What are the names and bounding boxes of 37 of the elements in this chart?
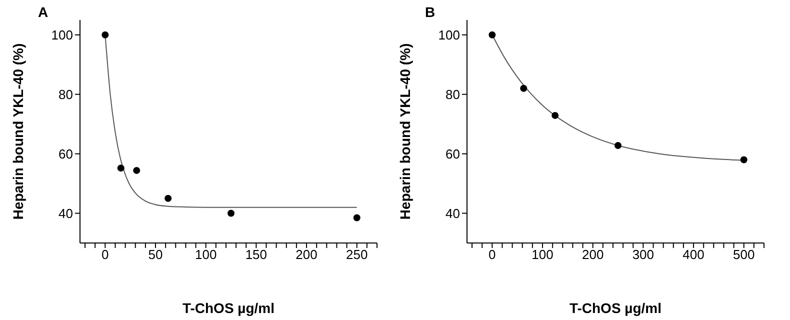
y-tick-label: 80 (446, 86, 460, 102)
y-tick-label: 40 (58, 206, 73, 221)
x-tick-label: 50 (148, 247, 163, 262)
chart-title: B (425, 4, 436, 20)
x-tick-label: 500 (733, 247, 755, 262)
y-axis-title: Heparin bound YKL-40 (%) (10, 43, 26, 220)
point (164, 194, 172, 202)
x-tick-label: 0 (488, 247, 496, 262)
x-tick-label: 300 (632, 247, 654, 262)
x-tick-label: 100 (532, 247, 554, 262)
point (102, 31, 109, 38)
x-tick-label: 250 (346, 247, 368, 262)
point (552, 112, 559, 119)
y-tick-label: 100 (51, 27, 73, 42)
point (614, 142, 622, 149)
x-tick-label: 0 (102, 247, 109, 262)
point (488, 31, 496, 38)
y-tick-label: 60 (58, 146, 73, 162)
x-tick-label: 400 (682, 247, 704, 262)
x-tick-label: 200 (296, 247, 318, 262)
point (353, 214, 360, 222)
point (133, 166, 140, 174)
chart-title: A (38, 4, 48, 20)
x-axis-title: T-ChOS µg/ml (569, 300, 662, 316)
x-tick-label: 200 (582, 247, 604, 262)
x-tick-label: 100 (194, 247, 217, 262)
y-tick-label: 60 (446, 146, 460, 162)
y-tick-label: 100 (438, 27, 460, 42)
y-tick-label: 40 (446, 206, 460, 221)
point (117, 164, 124, 172)
x-tick-label: 150 (245, 247, 268, 262)
y-axis-title: Heparin bound YKL-40 (%) (396, 43, 413, 220)
y-tick-label: 80 (58, 86, 73, 102)
point (228, 210, 235, 217)
point (740, 156, 748, 164)
point (520, 84, 528, 92)
x-axis-title: T-ChOS µg/ml (182, 300, 275, 316)
